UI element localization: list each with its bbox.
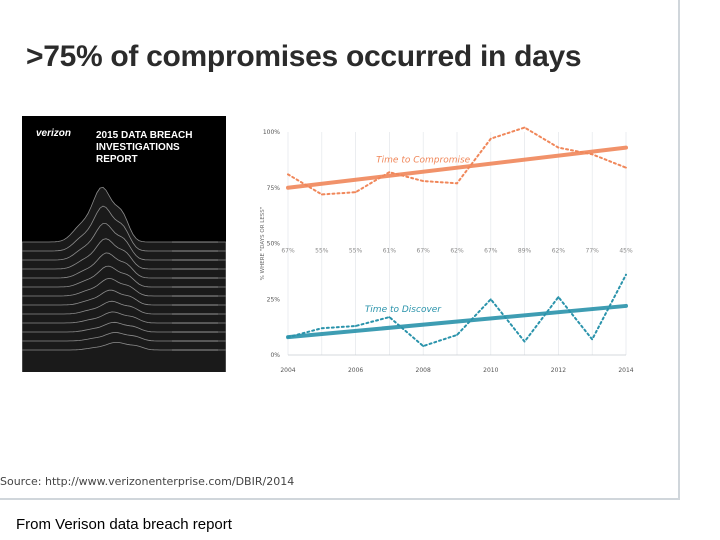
discover-point bbox=[591, 338, 594, 341]
x-tick-label: 2008 bbox=[416, 367, 431, 374]
slide-headline: >75% of compromises occurred in days bbox=[26, 40, 582, 73]
discover-point bbox=[320, 327, 323, 330]
discover-point bbox=[456, 334, 458, 336]
compromise-point bbox=[591, 153, 594, 156]
gap-label: 89% bbox=[518, 247, 532, 254]
compromise-point bbox=[456, 182, 458, 185]
compromise-point bbox=[625, 166, 627, 169]
verizon-logo: verizon bbox=[36, 128, 72, 139]
gap-labels: 67% 55% 55% 61% 67% 62% 67% 89% 62% 77% 45% bbox=[281, 247, 633, 254]
discover-point bbox=[523, 340, 526, 343]
y-axis-label: % WHERE "DAYS OR LESS" bbox=[260, 207, 266, 281]
compromise-series-label: Time to Compromise bbox=[376, 156, 470, 166]
x-tick-label: 2006 bbox=[348, 367, 363, 374]
discover-point bbox=[388, 316, 391, 318]
compromise-point bbox=[422, 180, 425, 182]
compromise-point bbox=[489, 137, 492, 140]
discover-point bbox=[625, 273, 627, 276]
y-tick-label: 75% bbox=[267, 185, 281, 192]
discover-series-label: Time to Discover bbox=[365, 305, 442, 315]
compromise-point bbox=[354, 191, 357, 194]
discover-point bbox=[557, 296, 560, 298]
discover-point bbox=[287, 336, 289, 339]
compromise-point bbox=[557, 146, 560, 149]
y-tick-label: 0% bbox=[270, 352, 280, 359]
compromise-point bbox=[523, 126, 526, 129]
x-tick-label: 2012 bbox=[551, 367, 566, 374]
compromise-point bbox=[320, 193, 323, 196]
gap-label: 62% bbox=[450, 247, 464, 254]
discover-point bbox=[354, 325, 357, 327]
gap-label: 55% bbox=[349, 247, 363, 254]
compromise-point bbox=[388, 171, 391, 174]
compromise-point bbox=[287, 173, 289, 176]
discover-series-line bbox=[287, 273, 627, 348]
y-axis-ticks: 0% 25% 50% 75% 100% bbox=[263, 129, 280, 359]
slide-caption: From Verison data breach report bbox=[16, 516, 232, 533]
compromise-trend-line bbox=[286, 145, 628, 190]
gap-label: 77% bbox=[586, 247, 600, 254]
x-tick-label: 2004 bbox=[280, 367, 295, 374]
report-cover-image: verizon 2015 DATA BREACH INVESTIGATIONS … bbox=[22, 116, 226, 372]
gap-label: 55% bbox=[315, 247, 329, 254]
x-tick-label: 2010 bbox=[483, 367, 498, 374]
gap-label: 67% bbox=[417, 247, 431, 254]
ridge-lines bbox=[22, 186, 226, 372]
x-tick-label: 2014 bbox=[618, 367, 633, 374]
discover-point bbox=[422, 345, 425, 347]
ridgeline-art bbox=[22, 186, 226, 372]
gap-label: 61% bbox=[383, 247, 397, 254]
gap-label: 62% bbox=[552, 247, 566, 254]
gap-label: 67% bbox=[484, 247, 498, 254]
series-layer: Time to Compromise Time to Discover bbox=[286, 126, 628, 348]
report-title: 2015 DATA BREACH INVESTIGATIONS REPORT bbox=[96, 130, 193, 165]
y-tick-label: 50% bbox=[267, 241, 281, 248]
x-axis-ticks: 2004 2006 2008 2010 2012 2014 bbox=[280, 367, 633, 374]
source-citation: Source: http://www.verizonenterprise.com… bbox=[0, 475, 295, 488]
y-tick-label: 100% bbox=[263, 129, 280, 136]
gap-label: 45% bbox=[619, 247, 633, 254]
y-tick-label: 25% bbox=[267, 296, 281, 303]
gap-label: 67% bbox=[281, 247, 295, 254]
compromise-discover-chart: 0% 25% 50% 75% 100% 2004 2006 2008 2010 2012 2014… bbox=[260, 126, 634, 374]
discover-point bbox=[489, 298, 492, 301]
